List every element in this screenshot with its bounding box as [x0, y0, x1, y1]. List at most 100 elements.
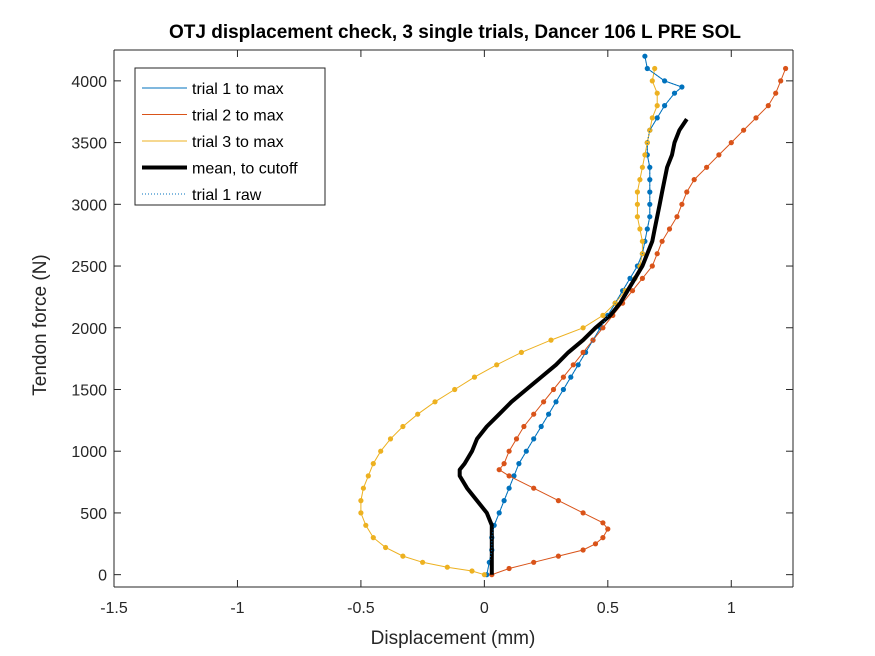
chart-title: OTJ displacement check, 3 single trials,… — [169, 22, 741, 43]
series-2-point-41 — [654, 103, 660, 109]
series-1-point-15 — [506, 448, 512, 454]
series-2-point-8 — [358, 510, 364, 516]
axes-layer: -1.5 -1 -0.5 0 0.5 1 0 500 1000 1500 2000 2500 3000 3… — [71, 49, 794, 617]
series-2-point-17 — [432, 399, 438, 405]
series-0-point-11 — [531, 436, 537, 442]
series-1-point-42 — [753, 115, 759, 121]
series-1-point-33 — [666, 226, 673, 232]
series-1-point-18 — [531, 411, 537, 417]
series-2-point-42 — [654, 90, 660, 96]
series-1-point-20 — [550, 386, 557, 393]
y-tick-label: 4000 — [71, 74, 107, 91]
series-0-point-31 — [647, 189, 653, 195]
series-0-point-6 — [501, 498, 507, 504]
series-1-point-16 — [513, 436, 520, 442]
series-1-point-6 — [600, 535, 606, 541]
y-axis-label: Tendon force (N) — [30, 254, 51, 396]
series-0-point-40 — [679, 84, 685, 90]
series-1-point-17 — [521, 423, 527, 430]
series-2-point-33 — [634, 201, 641, 207]
series-2-point-31 — [637, 226, 643, 232]
series-2-point-40 — [649, 115, 655, 121]
series-2-point-1 — [469, 568, 475, 574]
y-tick-label: 0 — [98, 568, 107, 585]
series-0-point-14 — [553, 399, 559, 405]
series-0-point-42 — [644, 65, 650, 72]
series-0-point-9 — [516, 461, 522, 467]
x-tick-label: -1 — [230, 600, 244, 617]
series-2-point-23 — [580, 325, 586, 331]
series-2-point-2 — [444, 564, 450, 570]
x-tick-label: 0.5 — [597, 600, 619, 617]
series-1-point-3 — [555, 553, 562, 559]
y-tick-label: 2500 — [71, 259, 107, 276]
series-0-point-41 — [662, 78, 668, 84]
series-1-point-44 — [773, 90, 779, 96]
series-2-point-6 — [370, 535, 376, 541]
series-1-point-14 — [501, 461, 507, 467]
x-tick-label: -0.5 — [347, 600, 375, 617]
series-1-point-29 — [639, 275, 646, 281]
series-1-point-36 — [684, 189, 690, 195]
series-1-point-11 — [531, 485, 537, 491]
series-0-point-29 — [647, 214, 653, 220]
series-1-point-4 — [580, 547, 586, 553]
series-0-point-30 — [647, 201, 653, 207]
series-2-point-14 — [387, 436, 394, 442]
series-2-point-30 — [639, 238, 646, 244]
series-2-point-44 — [652, 65, 658, 72]
y-tick-label: 3500 — [71, 136, 107, 153]
series-2-point-18 — [452, 386, 458, 393]
series-1-point-46 — [783, 65, 789, 72]
y-tick-label: 500 — [80, 506, 107, 523]
series-2-point-11 — [365, 473, 371, 479]
series-1-point-31 — [654, 251, 660, 257]
legend-box — [134, 67, 326, 206]
y-tick-label: 1500 — [71, 382, 107, 399]
legend-label-2: trial 3 to max — [192, 134, 284, 151]
series-1-point-41 — [741, 127, 747, 133]
x-tick-label: 0 — [480, 600, 489, 617]
series-2-point-34 — [634, 189, 641, 195]
series-2-point-20 — [494, 362, 500, 368]
series-3-line — [457, 117, 689, 575]
series-0-point-37 — [654, 115, 660, 121]
series-2-point-3 — [420, 559, 426, 565]
series-2-point-13 — [378, 448, 384, 454]
series-1-point-35 — [679, 201, 685, 207]
legend: trial 1 to max trial 2 to max trial 3 to m… — [134, 67, 326, 206]
series-layer — [358, 53, 789, 578]
series-1-point-10 — [555, 498, 562, 504]
series-2-point-7 — [363, 522, 369, 528]
series-1-point-9 — [580, 510, 586, 516]
series-1-point-22 — [570, 362, 576, 368]
series-1-point-21 — [560, 374, 567, 380]
series-1-point-45 — [778, 78, 784, 84]
series-1-point-7 — [605, 526, 611, 532]
series-2-point-16 — [415, 411, 421, 417]
series-2-point-4 — [400, 553, 406, 559]
series-1-point-1 — [506, 565, 512, 572]
series-2-point-12 — [370, 461, 376, 467]
series-1-point-8 — [600, 520, 606, 526]
series-1-point-39 — [716, 152, 722, 158]
series-2-point-0 — [481, 572, 487, 578]
series-0-point-16 — [568, 374, 574, 380]
series-0-point-10 — [523, 448, 529, 454]
legend-label-1: trial 2 to max — [192, 108, 284, 125]
series-2-point-37 — [642, 152, 648, 158]
series-1-point-5 — [592, 541, 599, 547]
series-1-point-40 — [728, 140, 734, 146]
series-1-point-19 — [541, 399, 547, 405]
series-1-point-23 — [580, 349, 586, 355]
series-1-point-28 — [629, 288, 636, 294]
x-tick-label: -1.5 — [100, 600, 128, 617]
series-2-point-10 — [360, 485, 366, 491]
series-0-point-28 — [644, 226, 650, 232]
series-2-point-43 — [649, 78, 655, 84]
series-1-point-24 — [590, 337, 596, 343]
series-2-point-35 — [637, 177, 643, 183]
legend-label-0: trial 1 to max — [192, 81, 284, 98]
y-tick-label: 2000 — [71, 321, 107, 338]
